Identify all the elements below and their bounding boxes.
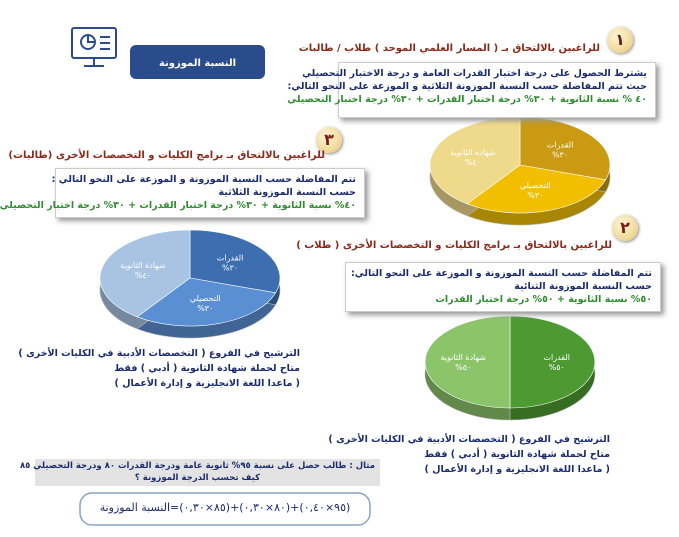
- section-note: الترشيح في الفروع ( التخصصات الأدبية في …: [328, 432, 610, 477]
- slice-value-label: %٣٠: [197, 304, 213, 313]
- slice-value-label: %٥٠: [549, 363, 565, 372]
- box-line: تتم المفاضلة حسب النسبة الموزونة و الموز…: [350, 268, 652, 279]
- note-line: ( ماعدا اللغة الانجليزية و إدارة الأعمال…: [424, 464, 610, 475]
- note-line: ( ماعدا اللغة الانجليزية و إدارة الأعمال…: [114, 378, 300, 389]
- box-line: حسب النسبة الموزونة الثلاثية: [218, 187, 356, 198]
- pie-slice: [189, 229, 281, 294]
- box-line: حيث تتم المفاضلة حسب النسبة الموزونة الث…: [287, 81, 647, 92]
- slice-value-label: %٥٠: [455, 363, 471, 372]
- slice-label: التحصيلي: [520, 181, 551, 190]
- slice-value-label: %٣٠: [527, 191, 543, 200]
- slice-label: القدرات: [543, 353, 570, 362]
- formula: (٩٥×٠,٤٠)+(٨٠×٠,٣٠)+(٨٥×٠,٣٠)=النسبة الم…: [99, 501, 351, 514]
- section-box: يشترط الحصول على درجة اختبار القدرات الع…: [287, 62, 656, 118]
- slice-value-label: %٤٠: [135, 271, 151, 280]
- header-title: النسبة الموزونة: [158, 58, 237, 69]
- pie-slice: [99, 229, 191, 318]
- section-number: ١: [607, 27, 633, 53]
- example-bar: [35, 459, 380, 486]
- slice-label: التحصيلي: [190, 294, 221, 303]
- slice-label: شهادة الثانوية: [450, 148, 496, 157]
- pie-slice: [509, 315, 596, 409]
- box-line: تتم المفاضلة حسب النسبة الموزونة و الموز…: [51, 174, 356, 185]
- example-line: كيف تحسب الدرجة الموزونة ؟: [134, 473, 261, 483]
- box-line: ٥٠% نسبة الثانوية + ٥٠% درجة اختبار القد…: [435, 294, 652, 305]
- slice-value-label: %٣٠: [552, 150, 568, 159]
- section-note: الترشيح في الفروع ( التخصصات الأدبية في …: [18, 346, 300, 391]
- pie-slice: [136, 277, 277, 327]
- box-line: حسب النسبة الموزونة الثنائية: [514, 281, 652, 292]
- note-line: متاح لحملة شهادة الثانوية ( أدبي ) فقط: [424, 449, 610, 460]
- box-line: يشترط الحصول على درجة اختبار القدرات الع…: [302, 68, 647, 79]
- monitor-icon: [71, 27, 117, 67]
- section-box: تتم المفاضلة حسب النسبة الموزونة و الموز…: [0, 168, 365, 218]
- slice-label: القدرات: [547, 140, 574, 149]
- box-line: ٤٠% نسبة الثانوية + ٣٠% درجة اختبار القد…: [0, 200, 356, 211]
- slice-label: شهادة الثانوية: [120, 261, 166, 270]
- section-heading: للراغبين بالالتحاق بـ ( المسار العلمي ال…: [298, 43, 600, 54]
- slice-value-label: %٣٠: [222, 263, 238, 272]
- pie-slice: [429, 116, 521, 205]
- note-line: متاح لحملة شهادة الثانوية ( أدبي ) فقط: [114, 363, 300, 374]
- section-number: ٣: [316, 127, 342, 153]
- box-line: ٤٠ % نسبة الثانوية + ٣٠% درجة اختبار الق…: [287, 94, 647, 105]
- section-number: ٢: [612, 215, 638, 241]
- section-box: تتم المفاضلة حسب النسبة الموزونة و الموز…: [345, 262, 661, 312]
- section-heading: للراغبين بالالتحاق بـ برامج الكليات و ال…: [8, 150, 325, 161]
- slice-label: القدرات: [217, 253, 244, 262]
- slice-label: شهادة الثانوية: [440, 353, 486, 362]
- note-line: الترشيح في الفروع ( التخصصات الأدبية في …: [18, 348, 300, 359]
- section-heading: للراغبين بالالتحاق بـ برامج الكليات و ال…: [296, 240, 612, 251]
- pie-slice: [466, 164, 607, 214]
- pie-slice: [424, 315, 511, 409]
- slice-value-label: %٤٠: [465, 158, 481, 167]
- example-line: مثال : طالب حصل على نسبة ٩٥% ثانوية عامة…: [19, 461, 375, 471]
- header-box: [130, 45, 265, 79]
- example: مثال : طالب حصل على نسبة ٩٥% ثانوية عامة…: [20, 460, 375, 484]
- formula-box: [79, 492, 371, 526]
- note-line: الترشيح في الفروع ( التخصصات الأدبية في …: [328, 434, 610, 445]
